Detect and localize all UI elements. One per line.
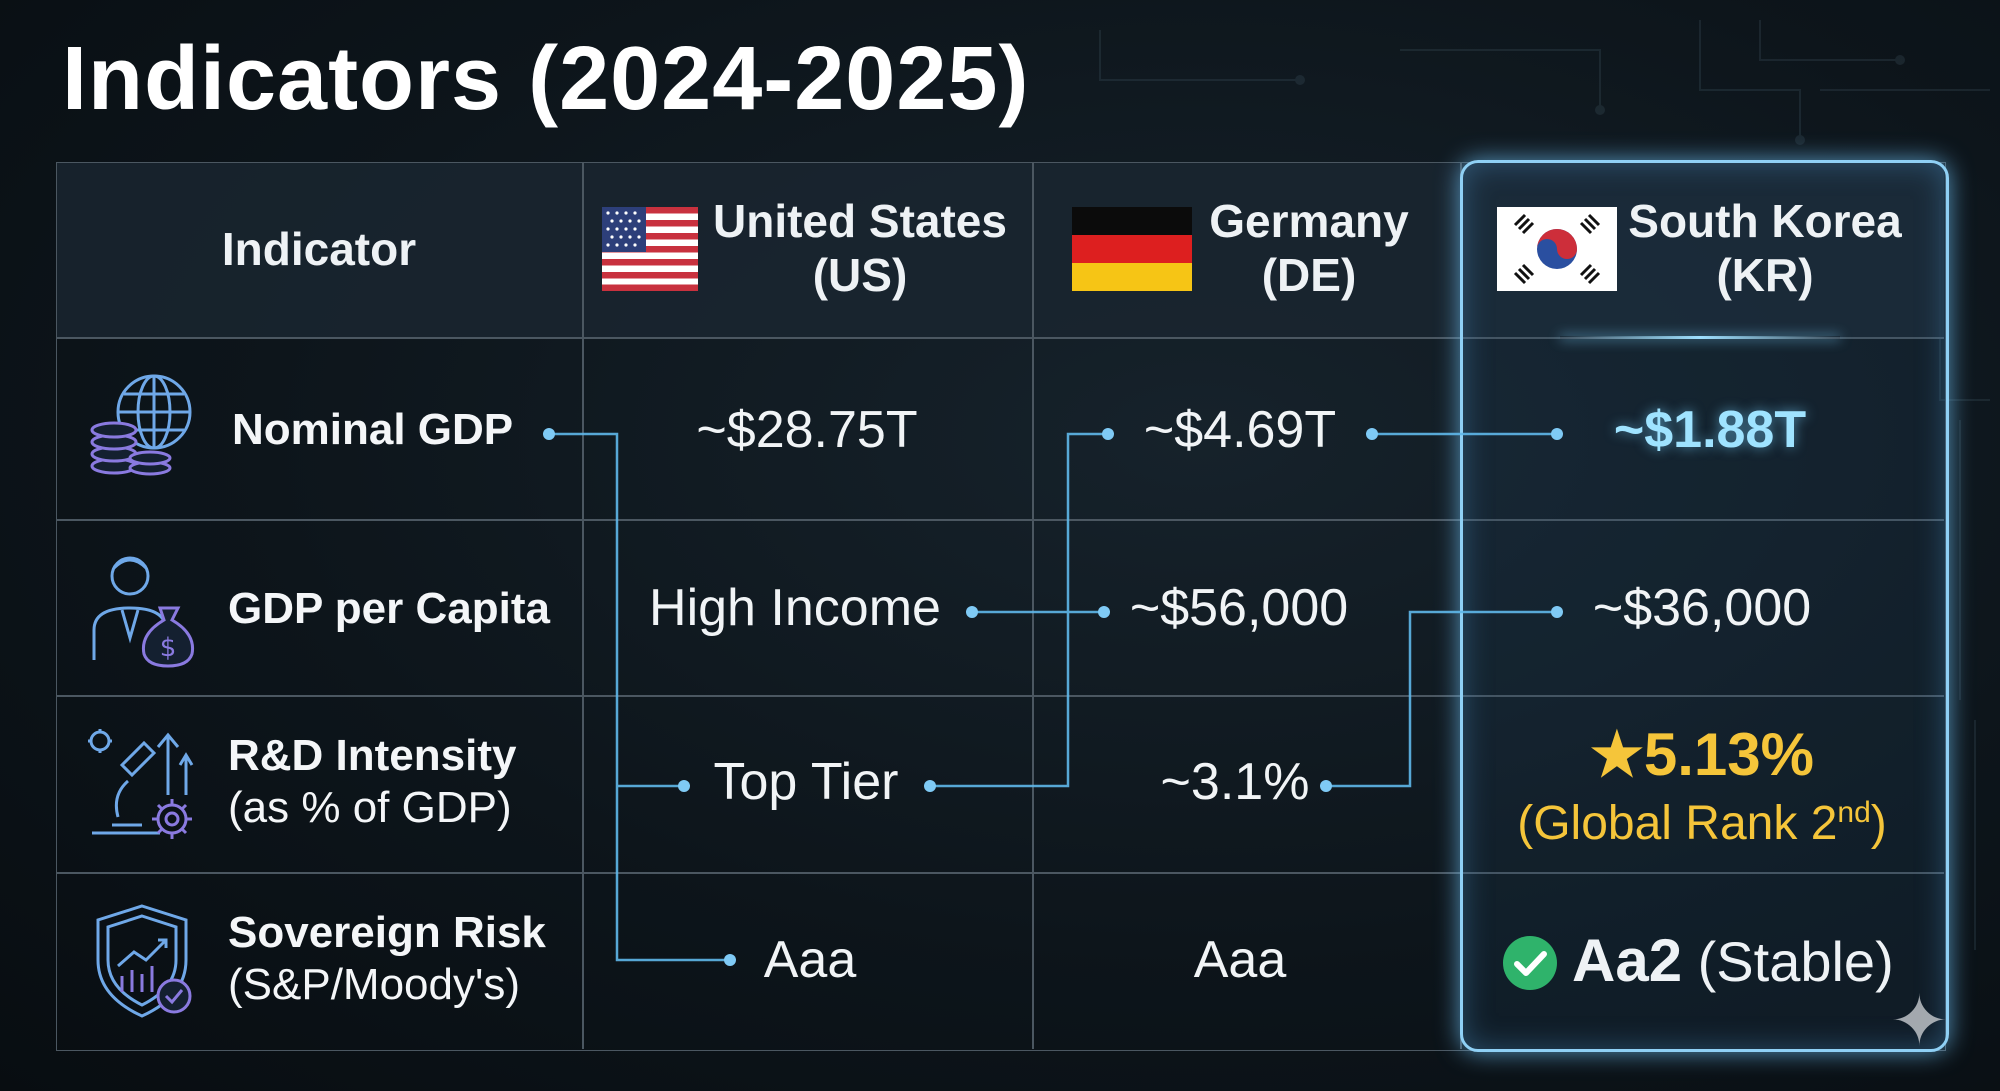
row-divider <box>56 337 1944 339</box>
star-icon: ★ <box>1590 721 1644 788</box>
row-label-text: Sovereign Risk <box>228 908 546 957</box>
kr-flag-icon <box>1497 207 1617 291</box>
row-label-rd-intensity: R&D Intensity (as % of GDP) <box>228 730 516 834</box>
us-flag-icon <box>602 207 698 291</box>
value-us-sovereign-risk: Aaa <box>763 931 857 989</box>
row-label-nominal-gdp: Nominal GDP <box>232 404 513 456</box>
header-row-background <box>56 162 1944 337</box>
shield-chart-icon <box>96 904 192 1018</box>
row-sublabel: (as % of GDP) <box>228 783 512 832</box>
de-flag-icon <box>1072 207 1192 291</box>
kr-outlook: (Stable) <box>1697 930 1894 993</box>
value-kr-sovereign-risk: Aa2 (Stable) <box>1572 926 1902 995</box>
value-kr-gdp-per-capita: ~$36,000 <box>1592 579 1812 637</box>
rank-prefix: (Global Rank 2 <box>1517 797 1838 850</box>
row-label-text: GDP per Capita <box>228 584 550 633</box>
value-de-sovereign-risk: Aaa <box>1193 931 1287 989</box>
header-de-code: (DE) <box>1261 249 1357 301</box>
header-kr-code: (KR) <box>1716 249 1814 301</box>
header-kr: South Korea (KR) <box>1620 194 1910 302</box>
value-us-gdp-per-capita: High Income <box>649 579 941 637</box>
header-kr-name: South Korea <box>1628 195 1902 247</box>
row-sublabel: (S&P/Moody's) <box>228 960 521 1009</box>
rank-close: ) <box>1870 797 1887 850</box>
header-us-code: (US) <box>812 249 908 301</box>
row-label-text: Nominal GDP <box>232 405 514 454</box>
row-label-gdp-per-capita: GDP per Capita <box>228 583 550 635</box>
value-kr-nominal-gdp: ~$1.88T <box>1613 401 1807 459</box>
row-divider <box>56 872 1944 874</box>
microscope-gears-icon <box>88 729 194 839</box>
value-de-nominal-gdp: ~$4.69T <box>1143 401 1337 459</box>
header-glow-line <box>1560 336 1840 339</box>
rank-suffix-sup: nd <box>1837 796 1871 829</box>
sparkle-icon: ✦ <box>1890 982 1949 1060</box>
check-icon <box>1503 936 1557 990</box>
kr-rating: Aa2 <box>1572 927 1683 994</box>
col-divider <box>582 162 584 1049</box>
value-us-rd-intensity: Top Tier <box>713 753 899 811</box>
page-title: Indicators (2024-2025) <box>62 29 1030 129</box>
value-de-rd-intensity: ~3.1% <box>1160 753 1310 811</box>
south-korea-highlight <box>1460 160 1949 1052</box>
row-label-text: R&D Intensity <box>228 731 517 780</box>
header-indicator: Indicator <box>221 223 417 275</box>
value-de-gdp-per-capita: ~$56,000 <box>1129 579 1349 637</box>
header-us: United States (US) <box>700 194 1020 302</box>
header-us-name: United States <box>713 195 1007 247</box>
header-de-name: Germany <box>1209 195 1409 247</box>
row-label-sovereign-risk: Sovereign Risk (S&P/Moody's) <box>228 907 546 1011</box>
value-kr-rd-intensity: ★5.13% <box>1460 720 1944 790</box>
person-moneybag-icon: $ <box>92 556 195 668</box>
col-divider <box>1032 162 1034 1049</box>
svg-text:$: $ <box>160 633 177 663</box>
header-de: Germany (DE) <box>1200 194 1418 302</box>
value-us-nominal-gdp: ~$28.75T <box>696 401 918 459</box>
kr-global-rank: (Global Rank 2nd) <box>1460 796 1944 851</box>
globe-coins-icon <box>90 374 192 476</box>
kr-rd-value: 5.13% <box>1643 721 1814 788</box>
indicator-table <box>56 162 1946 1051</box>
